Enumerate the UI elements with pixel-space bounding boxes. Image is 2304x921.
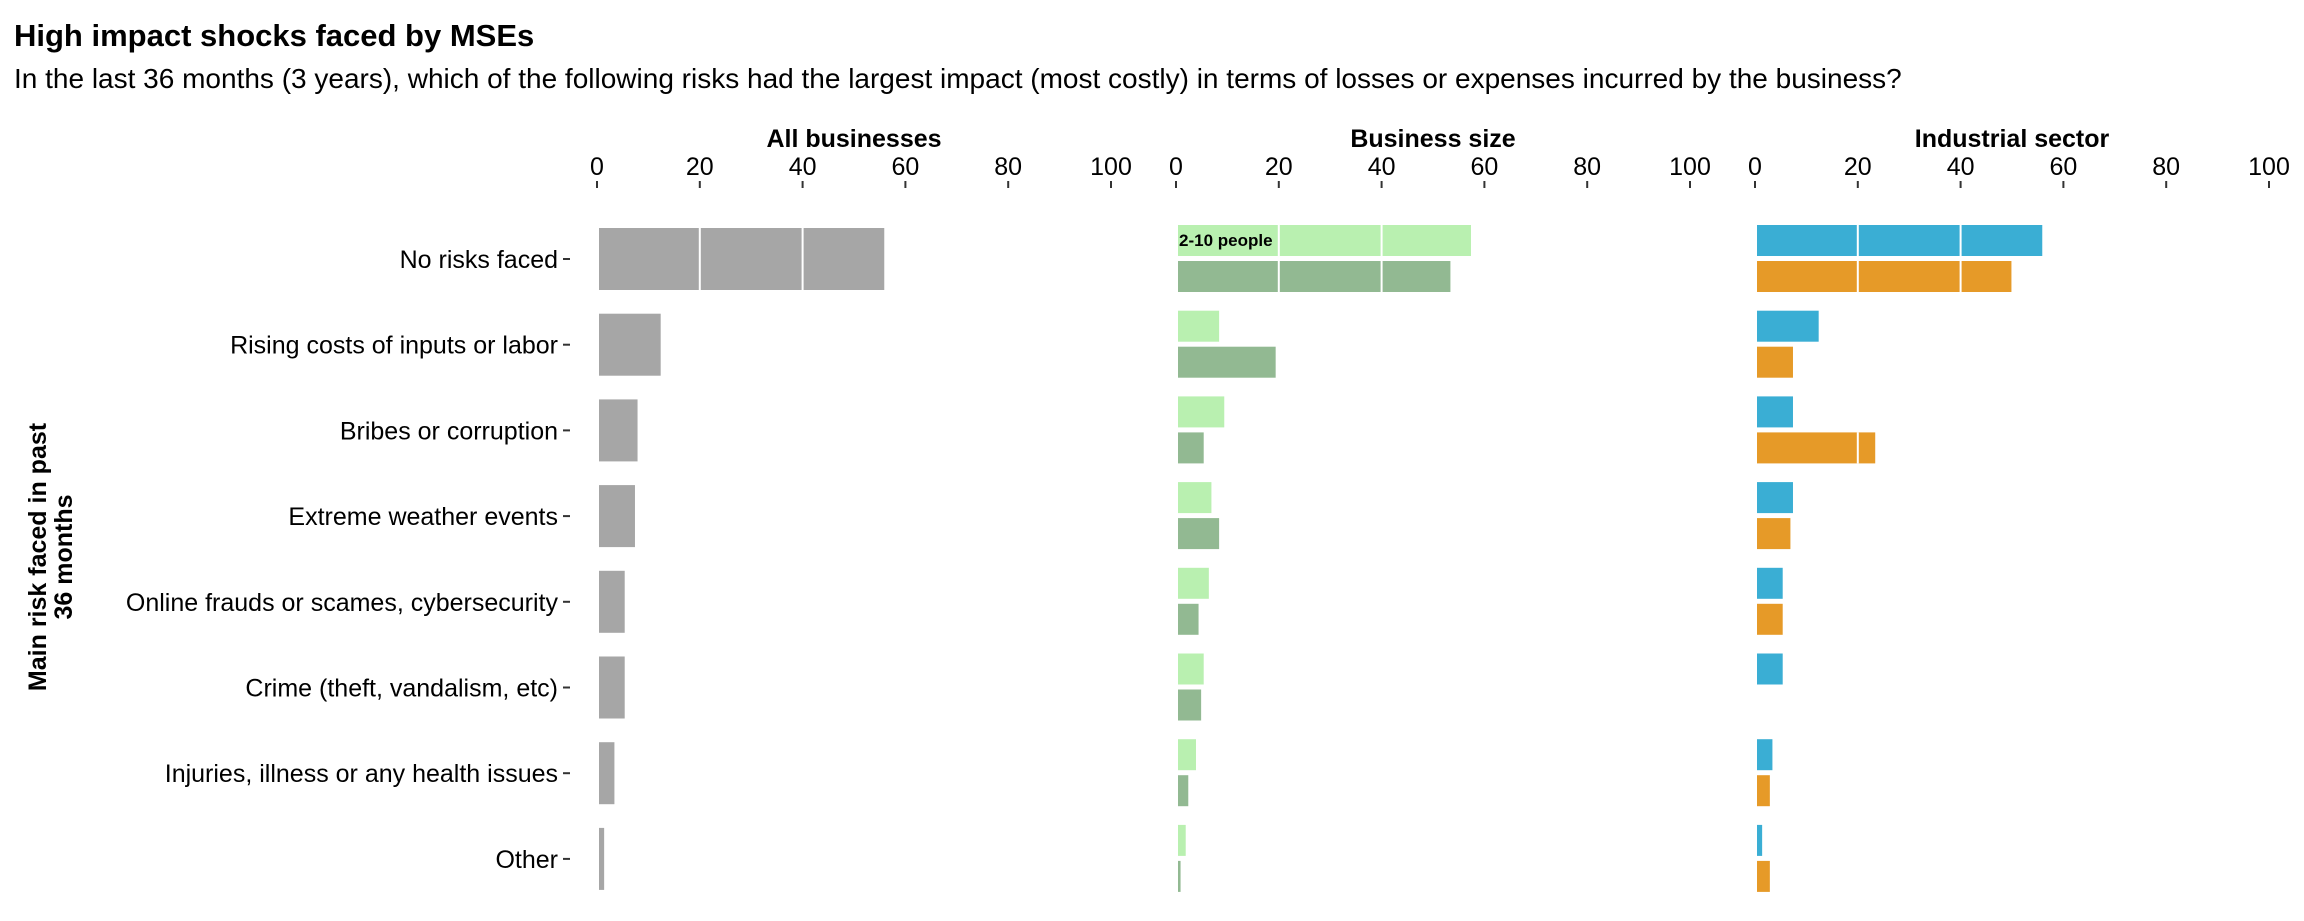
bar bbox=[1178, 261, 1451, 292]
y-axis-title: Main risk faced in past36 months bbox=[24, 422, 78, 691]
bar bbox=[599, 656, 625, 719]
x-tick-label: 100 bbox=[2248, 153, 2290, 181]
x-tick-label: 0 bbox=[1748, 153, 1762, 181]
bar bbox=[1757, 567, 1783, 599]
bar bbox=[599, 313, 661, 376]
bar bbox=[1178, 739, 1196, 771]
bar bbox=[1757, 225, 2043, 256]
category-label: Extreme weather events bbox=[288, 503, 558, 531]
bar bbox=[1178, 432, 1204, 464]
x-tick-label: 60 bbox=[2049, 153, 2077, 181]
x-tick-label: 0 bbox=[1169, 153, 1183, 181]
bar bbox=[599, 570, 625, 633]
x-tick-label: 40 bbox=[789, 153, 817, 181]
bar bbox=[1178, 567, 1209, 599]
x-tick-label: 80 bbox=[2152, 153, 2180, 181]
panel-title: Business size bbox=[1350, 125, 1515, 153]
category-label: No risks faced bbox=[400, 246, 558, 274]
x-tick-label: 0 bbox=[590, 153, 604, 181]
bar bbox=[599, 827, 605, 890]
panel-title: All businesses bbox=[766, 125, 941, 153]
bar bbox=[1757, 775, 1770, 807]
bar bbox=[1178, 653, 1204, 685]
x-tick-label: 20 bbox=[1265, 153, 1293, 181]
bar bbox=[599, 485, 635, 548]
bar bbox=[1757, 310, 1819, 342]
bar bbox=[1757, 518, 1791, 550]
x-tick-label: 40 bbox=[1947, 153, 1975, 181]
category-label: Bribes or corruption bbox=[340, 417, 558, 445]
x-tick-label: 60 bbox=[891, 153, 919, 181]
series-label: 2-10 people bbox=[1179, 231, 1273, 250]
bar bbox=[1178, 860, 1181, 892]
category-label: Online frauds or scames, cybersecurity bbox=[126, 589, 559, 617]
bar bbox=[599, 399, 638, 462]
bar bbox=[1757, 824, 1763, 856]
x-tick-label: 80 bbox=[994, 153, 1022, 181]
bar bbox=[599, 742, 615, 805]
x-tick-label: 100 bbox=[1669, 153, 1711, 181]
bar bbox=[1178, 482, 1212, 514]
bar bbox=[1757, 396, 1793, 428]
x-tick-label: 20 bbox=[686, 153, 714, 181]
bar bbox=[1178, 225, 1471, 256]
bar bbox=[1757, 432, 1876, 464]
bar bbox=[1757, 860, 1770, 892]
bar bbox=[1757, 653, 1783, 685]
category-label: Rising costs of inputs or labor bbox=[230, 332, 558, 360]
bar bbox=[1178, 689, 1202, 721]
category-label: Other bbox=[495, 846, 558, 874]
x-tick-label: 80 bbox=[1573, 153, 1601, 181]
bar bbox=[1178, 346, 1276, 378]
bar bbox=[1178, 775, 1189, 807]
x-tick-label: 60 bbox=[1470, 153, 1498, 181]
bar bbox=[1757, 739, 1773, 771]
bar bbox=[1757, 482, 1793, 514]
chart-title: High impact shocks faced by MSEs bbox=[14, 18, 535, 53]
x-tick-label: 40 bbox=[1368, 153, 1396, 181]
bar bbox=[1757, 261, 2012, 292]
panel-title: Industrial sector bbox=[1915, 125, 2110, 153]
category-label: Injuries, illness or any health issues bbox=[165, 760, 558, 788]
x-tick-label: 100 bbox=[1090, 153, 1132, 181]
chart-subtitle: In the last 36 months (3 years), which o… bbox=[14, 63, 1902, 94]
bar bbox=[1178, 603, 1199, 635]
bar bbox=[1178, 518, 1220, 550]
bar bbox=[1178, 310, 1220, 342]
bar bbox=[1757, 346, 1793, 378]
bar bbox=[1178, 396, 1225, 428]
category-label: Crime (theft, vandalism, etc) bbox=[245, 675, 558, 703]
bar bbox=[1178, 824, 1186, 856]
bar bbox=[599, 228, 885, 290]
bar bbox=[1757, 603, 1783, 635]
x-tick-label: 20 bbox=[1844, 153, 1872, 181]
